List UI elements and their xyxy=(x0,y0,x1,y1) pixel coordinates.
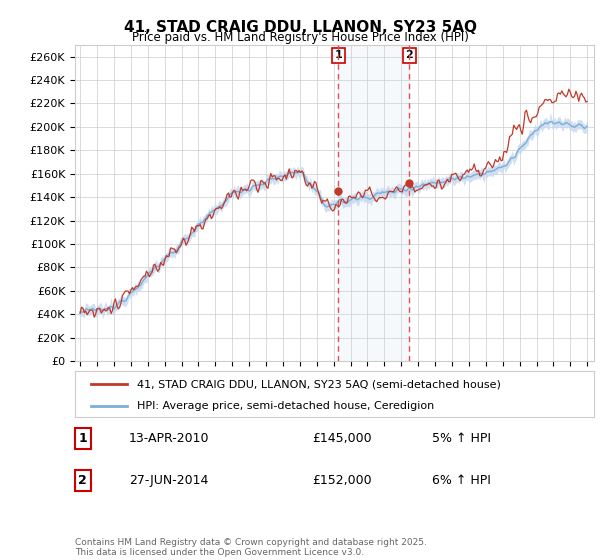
Text: 6% ↑ HPI: 6% ↑ HPI xyxy=(432,474,491,487)
Text: 2: 2 xyxy=(406,50,413,60)
Text: HPI: Average price, semi-detached house, Ceredigion: HPI: Average price, semi-detached house,… xyxy=(137,401,434,410)
Text: 2: 2 xyxy=(79,474,87,487)
Text: 41, STAD CRAIG DDU, LLANON, SY23 5AQ (semi-detached house): 41, STAD CRAIG DDU, LLANON, SY23 5AQ (se… xyxy=(137,379,501,389)
Text: 1: 1 xyxy=(335,50,342,60)
Text: 5% ↑ HPI: 5% ↑ HPI xyxy=(432,432,491,445)
Text: 13-APR-2010: 13-APR-2010 xyxy=(129,432,209,445)
Bar xyxy=(338,45,409,361)
Text: £145,000: £145,000 xyxy=(312,432,371,445)
Text: 27-JUN-2014: 27-JUN-2014 xyxy=(129,474,208,487)
Text: 41, STAD CRAIG DDU, LLANON, SY23 5AQ: 41, STAD CRAIG DDU, LLANON, SY23 5AQ xyxy=(124,20,476,35)
Text: Contains HM Land Registry data © Crown copyright and database right 2025.
This d: Contains HM Land Registry data © Crown c… xyxy=(75,538,427,557)
Text: Price paid vs. HM Land Registry's House Price Index (HPI): Price paid vs. HM Land Registry's House … xyxy=(131,31,469,44)
Text: £152,000: £152,000 xyxy=(312,474,371,487)
Text: 1: 1 xyxy=(79,432,87,445)
